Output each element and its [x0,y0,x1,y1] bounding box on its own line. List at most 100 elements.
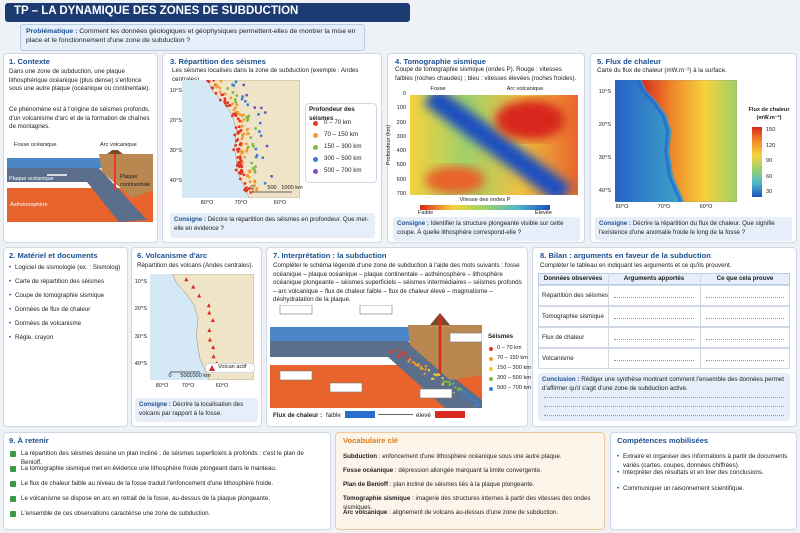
table-cell: Répartition des séismes [542,292,609,299]
flux-label: Flux de chaleur : [273,412,323,419]
earthquake-dot [473,399,477,403]
answer-line [706,318,784,319]
lat-label: 40°S [134,361,147,368]
lon-label: 80°O [155,383,169,389]
colorbar-title: Vitesse des ondes P [459,197,511,203]
legend-label: 300 – 500 km [324,155,362,162]
earthquake-dot [424,365,427,368]
earthquake-dot [243,99,247,103]
earthquake-dot [462,390,465,394]
legend-dot [313,145,318,150]
earthquake-dot [259,134,263,138]
legend-label: 500 – 700 km [324,167,362,174]
earthquake-dot [457,387,461,390]
earthquake-dot [250,161,254,165]
earthquake-dot [454,386,457,389]
earthquake-dot [240,120,244,123]
earthquake-dot [419,365,423,368]
lat-label: 10°S [169,88,182,95]
earthquake-dot [239,142,243,145]
list-item: Données de volcanisme [9,320,123,329]
table-header [538,273,790,285]
problem-box [20,24,365,51]
earthquake-dot [254,165,257,169]
instruction: Compléter le schéma légendé d'une zone d… [273,262,522,304]
colorbar [420,205,550,210]
earthquake-dot [214,82,218,86]
vocabulary-item: Subduction : enfoncement d'une lithosphè… [343,453,601,462]
earthquake-dot [234,106,237,110]
consigne-text: Décrire la répartition des séismes en pr… [174,216,369,232]
block-diagram [7,150,153,222]
earthquake-dot [246,145,250,149]
earthquake-dot [238,177,242,181]
panel [3,432,331,530]
list-item: Règle, crayon [9,334,123,343]
earthquake-dot [475,396,478,399]
earthquake-dot [255,186,259,190]
earthquake-dot [253,106,257,109]
lon-label: 60°O [699,204,713,210]
volcano-marker [184,277,189,282]
lat-label: 30°S [598,155,611,162]
earthquake-dot [242,113,246,117]
earthquake-dot [246,127,250,131]
consigne-label: Consigne : [599,220,631,227]
earthquake-dot [238,113,242,116]
legend-dot [489,387,493,391]
earthquake-dot [239,159,243,163]
earthquake-dot [403,351,407,355]
list-item: Données de flux de chaleur [9,306,123,315]
earthquake-dot [461,396,464,399]
earthquake-dot [251,142,255,146]
title-bar [5,3,410,22]
earthquake-dot [424,368,427,371]
earthquake-dot [238,155,242,159]
legend-label: Volcan actif [218,364,247,370]
answer-line [544,415,784,416]
earthquake-dot [237,147,241,151]
scale-label: 1000 km [281,185,303,191]
section-title: 6. Volcanisme d'arc [137,251,208,260]
earthquake-dot [245,147,249,151]
table-cell: Flux de chaleur [542,334,585,341]
colorbar-high: Élevée [534,210,552,216]
legend-label: 500 – 700 km [497,385,531,391]
volcano-marker [207,310,212,315]
earthquake-dot [247,132,250,135]
blank-label [449,332,482,343]
earthquake-dot [236,156,240,159]
earthquake-dot [242,118,246,121]
section-title: 2. Matériel et documents [9,251,98,260]
table-row [538,327,790,348]
volcano-marker [209,365,215,371]
earthquake-dot [253,180,257,184]
earthquake-dot [407,360,410,363]
earthquake-dot [233,133,237,137]
earthquake-dot [248,170,252,174]
earthquake-dot [253,170,257,174]
earthquake-dot [255,153,259,157]
paragraph: Ce phénomène est à l'origine de séismes … [9,106,150,131]
tomography-section [410,95,578,195]
section-title: Vocabulaire clé [343,436,399,445]
blank-label [359,305,393,315]
earthquake-dot [218,86,222,90]
earthquake-dot [237,171,241,175]
earthquake-dot [226,86,230,90]
earthquake-dot [232,84,236,87]
legend-dot [313,157,318,162]
y-axis-label: Profondeur (km) [386,124,393,166]
volcano [107,150,123,154]
earthquake-dot [221,93,225,97]
earthquake-dot [390,350,394,353]
earthquake-dot [235,94,239,97]
scale-label: 0 [250,185,254,191]
section-title: 8. Bilan : arguments en faveur de la sub… [540,251,711,260]
legend-label: 70 – 150 km [497,355,528,361]
table-row [538,306,790,327]
lat-label: 20°S [134,306,147,313]
y-tick-label: 300 [396,133,406,140]
earthquake-dot [468,396,471,400]
earthquake-dot [270,174,274,178]
